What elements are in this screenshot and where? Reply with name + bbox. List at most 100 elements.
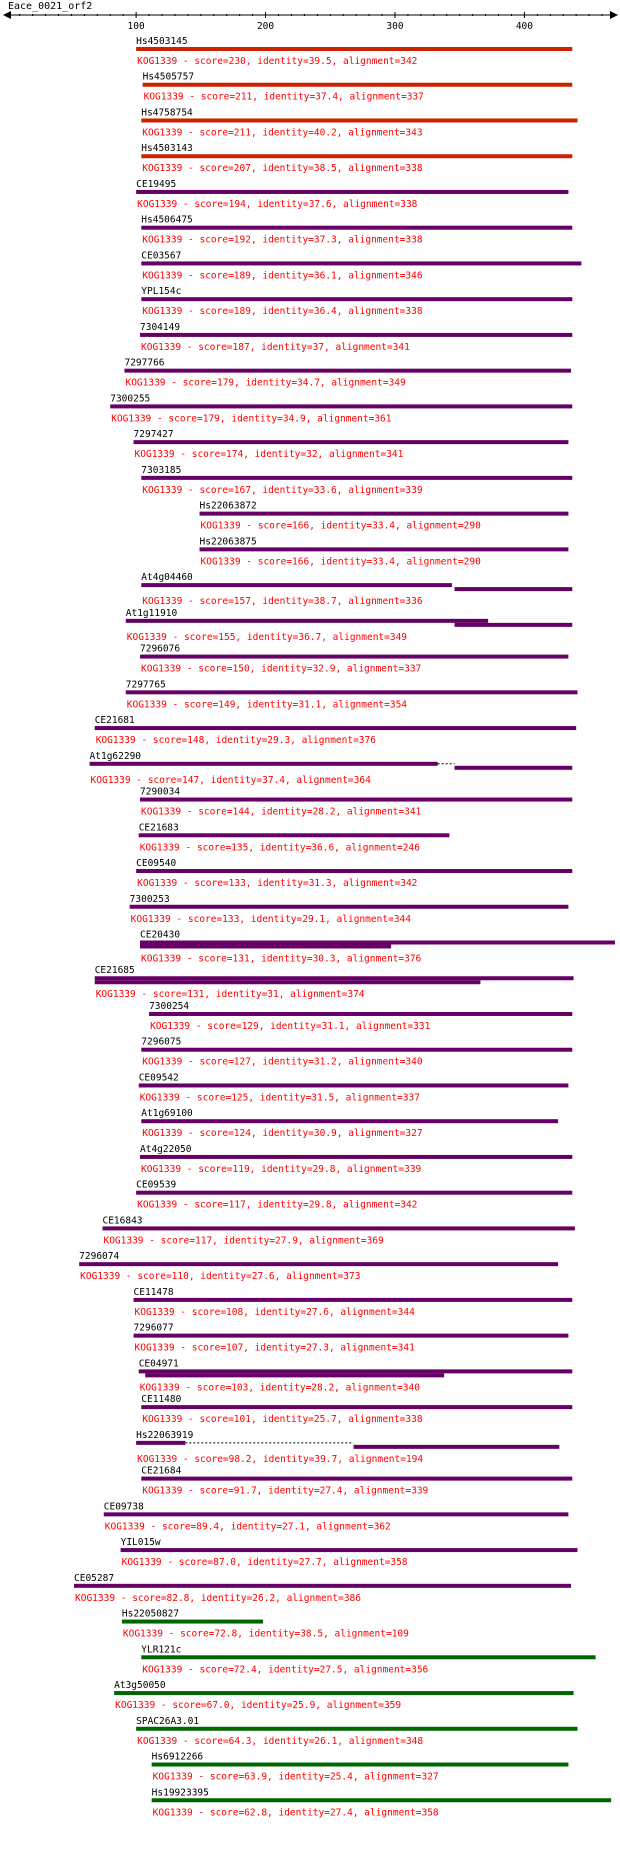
hit-summary[interactable]: KOG1339 - score=147, identity=37.4, alig… (91, 775, 372, 786)
hit-label[interactable]: CE09539 (136, 1180, 176, 1191)
alignment-bar[interactable] (141, 1405, 573, 1410)
alignment-bar[interactable] (133, 1333, 569, 1338)
alignment-bar[interactable] (141, 1119, 559, 1124)
hit-label[interactable]: CE03567 (141, 250, 181, 261)
alignment-bar[interactable] (136, 1190, 573, 1195)
alignment-bar[interactable] (138, 833, 450, 838)
alignment-bar[interactable] (124, 368, 571, 373)
hit-row[interactable]: 7297766 KOG1339 - score=179, identity=34.… (124, 358, 571, 389)
hit-row[interactable]: At4g22050 KOG1339 - score=119, identity=2… (140, 1144, 573, 1175)
hit-summary[interactable]: KOG1339 - score=187, identity=37, alignm… (141, 342, 410, 353)
alignment-bar[interactable] (136, 189, 569, 194)
alignment-bar[interactable] (140, 797, 573, 802)
alignment-bar[interactable] (141, 118, 578, 123)
hit-label[interactable]: CE19495 (136, 179, 176, 190)
hit-summary[interactable]: KOG1339 - score=72.4, identity=27.5, ali… (142, 1664, 428, 1675)
hit-label[interactable]: Hs6912266 (152, 1752, 204, 1763)
hit-summary[interactable]: KOG1339 - score=149, identity=31.1, alig… (127, 699, 408, 710)
hit-row[interactable]: Hs6912266 KOG1339 - score=63.9, identity=… (151, 1752, 569, 1783)
alignment-bar[interactable] (141, 1476, 573, 1481)
alignment-bar[interactable] (121, 1619, 263, 1624)
hit-row[interactable]: Hs4506475 KOG1339 - score=192, identity=3… (141, 215, 573, 246)
hit-row[interactable]: CE05287 KOG1339 - score=82.8, identity=26… (74, 1573, 571, 1604)
hit-row[interactable]: Hs22050827 KOG1339 - score=72.8, identity… (121, 1609, 409, 1640)
alignment-bar[interactable] (136, 869, 573, 874)
hit-label[interactable]: 7300255 (110, 393, 150, 404)
hit-label[interactable]: At1g69100 (141, 1108, 193, 1119)
hit-label[interactable]: CE11480 (141, 1394, 181, 1405)
hit-summary[interactable]: KOG1339 - score=144, identity=28.2, alig… (141, 807, 422, 818)
hit-label[interactable]: CE05287 (74, 1573, 114, 1584)
alignment-bar[interactable] (454, 765, 573, 770)
hit-label[interactable]: YPL154c (141, 286, 181, 297)
hit-row[interactable]: At1g62290 KOG1339 - score=147, identity=3… (89, 751, 573, 786)
hit-label[interactable]: CE21685 (95, 965, 135, 976)
hit-summary[interactable]: KOG1339 - score=133, identity=29.1, alig… (131, 914, 412, 925)
hit-summary[interactable]: KOG1339 - score=101, identity=25.7, alig… (142, 1414, 423, 1425)
hit-row[interactable]: YLR121c KOG1339 - score=72.4, identity=27… (141, 1644, 596, 1675)
hit-label[interactable]: CE11478 (134, 1287, 174, 1298)
hit-row[interactable]: CE11480 KOG1339 - score=101, identity=25.… (141, 1394, 573, 1425)
hit-summary[interactable]: KOG1339 - score=119, identity=29.8, alig… (141, 1164, 422, 1175)
alignment-bar[interactable] (140, 944, 392, 949)
hit-label[interactable]: Hs19923395 (152, 1787, 209, 1798)
hit-row[interactable]: YPL154c KOG1339 - score=189, identity=36.… (141, 286, 573, 317)
hit-row[interactable]: CE09540 KOG1339 - score=133, identity=31.… (136, 858, 573, 889)
hit-summary[interactable]: KOG1339 - score=179, identity=34.9, alig… (111, 413, 392, 424)
hit-summary[interactable]: KOG1339 - score=129, identity=31.1, alig… (150, 1021, 431, 1032)
hit-label[interactable]: YLR121c (141, 1644, 181, 1655)
alignment-bar[interactable] (74, 1583, 571, 1588)
hit-label[interactable]: At1g62290 (90, 751, 142, 762)
hit-summary[interactable]: KOG1339 - score=189, identity=36.1, alig… (142, 270, 423, 281)
hit-summary[interactable]: KOG1339 - score=166, identity=33.4, alig… (201, 521, 482, 532)
hit-label[interactable]: 7300254 (149, 1001, 189, 1012)
hit-row[interactable]: 7290034 KOG1339 - score=144, identity=28.… (140, 787, 573, 818)
hit-row[interactable]: CE04971 KOG1339 - score=103, identity=28.… (138, 1358, 573, 1393)
hit-summary[interactable]: KOG1339 - score=131, identity=31, alignm… (96, 989, 365, 1000)
hit-label[interactable]: Hs4503145 (136, 36, 187, 47)
hit-row[interactable]: Hs4503145 KOG1339 - score=230, identity=3… (136, 36, 573, 67)
alignment-bar[interactable] (133, 1297, 573, 1302)
hit-label[interactable]: 7296074 (79, 1251, 119, 1262)
hit-label[interactable]: CE21683 (139, 822, 179, 833)
hit-summary[interactable]: KOG1339 - score=67.0, identity=25.9, ali… (115, 1700, 401, 1711)
alignment-bar[interactable] (102, 1226, 575, 1231)
alignment-bar[interactable] (94, 980, 481, 985)
alignment-bar[interactable] (140, 1154, 573, 1159)
hit-row[interactable]: Hs22063872 KOG1339 - score=166, identity=… (199, 501, 569, 532)
hit-label[interactable]: 7297427 (134, 429, 174, 440)
hit-summary[interactable]: KOG1339 - score=179, identity=34.7, alig… (125, 378, 406, 389)
hit-row[interactable]: CE21684 KOG1339 - score=91.7, identity=27… (141, 1466, 573, 1497)
alignment-bar[interactable] (120, 1548, 578, 1553)
hit-label[interactable]: At4g04460 (141, 572, 193, 583)
hit-summary[interactable]: KOG1339 - score=124, identity=30.9, alig… (142, 1128, 422, 1139)
hit-summary[interactable]: KOG1339 - score=103, identity=28.2, alig… (140, 1382, 421, 1393)
hit-label[interactable]: 7304149 (140, 322, 180, 333)
hit-summary[interactable]: KOG1339 - score=63.9, identity=25.4, ali… (153, 1772, 439, 1783)
hit-row[interactable]: 7296076 KOG1339 - score=150, identity=32.… (140, 644, 569, 675)
hit-summary[interactable]: KOG1339 - score=211, identity=40.2, alig… (142, 127, 422, 138)
alignment-bar[interactable] (136, 1726, 578, 1731)
hit-summary[interactable]: KOG1339 - score=150, identity=32.9, alig… (141, 664, 421, 675)
hit-label[interactable]: Hs4506475 (141, 215, 192, 226)
hit-summary[interactable]: KOG1339 - score=117, identity=29.8, alig… (137, 1200, 417, 1211)
hit-summary[interactable]: KOG1339 - score=155, identity=36.7, alig… (127, 632, 408, 643)
hit-summary[interactable]: KOG1339 - score=127, identity=31.2, alig… (142, 1057, 423, 1068)
alignment-bar[interactable] (138, 1369, 573, 1374)
hit-label[interactable]: CE16843 (102, 1215, 142, 1226)
hit-row[interactable]: CE21685 KOG1339 - score=131, identity=31,… (94, 965, 574, 1000)
alignment-bar[interactable] (141, 154, 573, 159)
hit-label[interactable]: CE21684 (141, 1466, 181, 1477)
alignment-bar[interactable] (151, 1762, 569, 1767)
alignment-bar[interactable] (94, 976, 574, 981)
hit-row[interactable]: Hs19923395 KOG1339 - score=62.8, identity… (151, 1787, 612, 1818)
hit-label[interactable]: 7297765 (126, 679, 166, 690)
hit-row[interactable]: 7304149 KOG1339 - score=187, identity=37,… (140, 322, 573, 353)
alignment-bar[interactable] (145, 1373, 445, 1378)
alignment-bar[interactable] (199, 511, 569, 516)
hit-summary[interactable]: KOG1339 - score=192, identity=37.3, alig… (142, 235, 423, 246)
hit-row[interactable]: Hs22063875 KOG1339 - score=166, identity=… (199, 536, 569, 567)
hit-label[interactable]: At1g11910 (126, 608, 178, 619)
alignment-bar[interactable] (199, 547, 569, 552)
alignment-bar[interactable] (149, 1011, 573, 1016)
